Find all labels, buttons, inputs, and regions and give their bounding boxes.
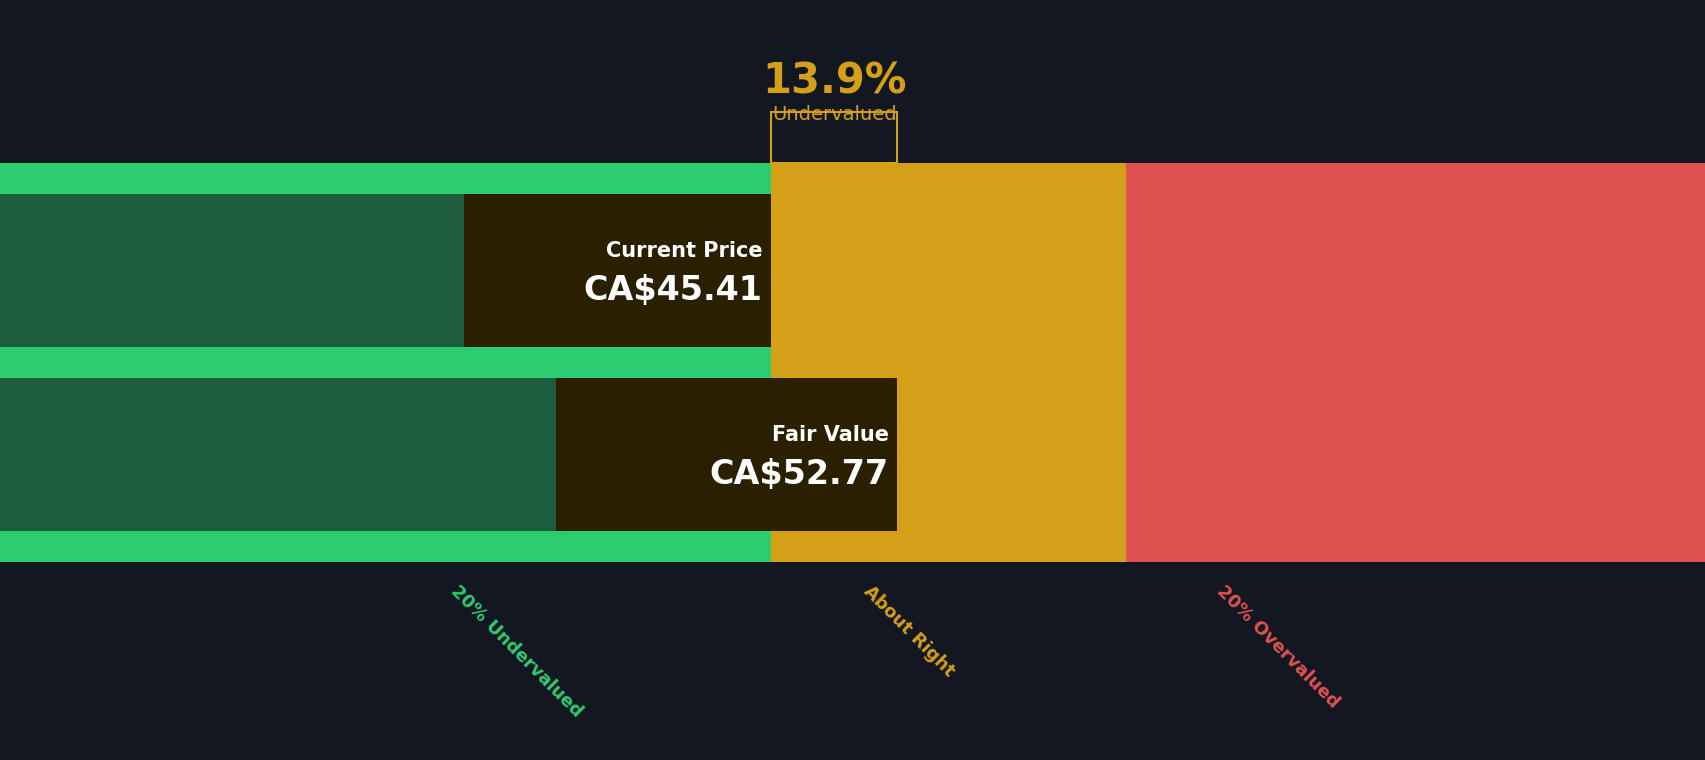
Text: 13.9%: 13.9% bbox=[762, 61, 905, 103]
Text: 20% Overvalued: 20% Overvalued bbox=[1212, 582, 1342, 711]
Bar bbox=[771, 163, 1125, 194]
Bar bbox=[1125, 194, 1705, 347]
Bar bbox=[1125, 163, 1705, 194]
Bar bbox=[771, 378, 1125, 531]
Bar bbox=[0, 347, 771, 378]
Bar bbox=[1125, 378, 1705, 531]
Bar bbox=[0, 531, 771, 562]
Bar bbox=[771, 194, 1125, 347]
Bar bbox=[556, 378, 897, 531]
Text: Current Price: Current Price bbox=[605, 241, 762, 261]
Text: About Right: About Right bbox=[859, 582, 957, 680]
Bar bbox=[1125, 347, 1705, 378]
Text: Undervalued: Undervalued bbox=[771, 106, 897, 125]
Text: CA$52.77: CA$52.77 bbox=[709, 458, 888, 491]
Text: Fair Value: Fair Value bbox=[771, 425, 888, 445]
Bar bbox=[771, 112, 897, 163]
Bar bbox=[771, 531, 1125, 562]
Bar bbox=[464, 194, 771, 347]
Bar bbox=[0, 378, 771, 531]
Bar bbox=[1125, 531, 1705, 562]
Text: CA$45.41: CA$45.41 bbox=[583, 274, 762, 307]
Text: 20% Undervalued: 20% Undervalued bbox=[447, 582, 585, 720]
Bar bbox=[0, 194, 771, 347]
Bar bbox=[771, 347, 1125, 378]
Bar bbox=[0, 163, 771, 194]
